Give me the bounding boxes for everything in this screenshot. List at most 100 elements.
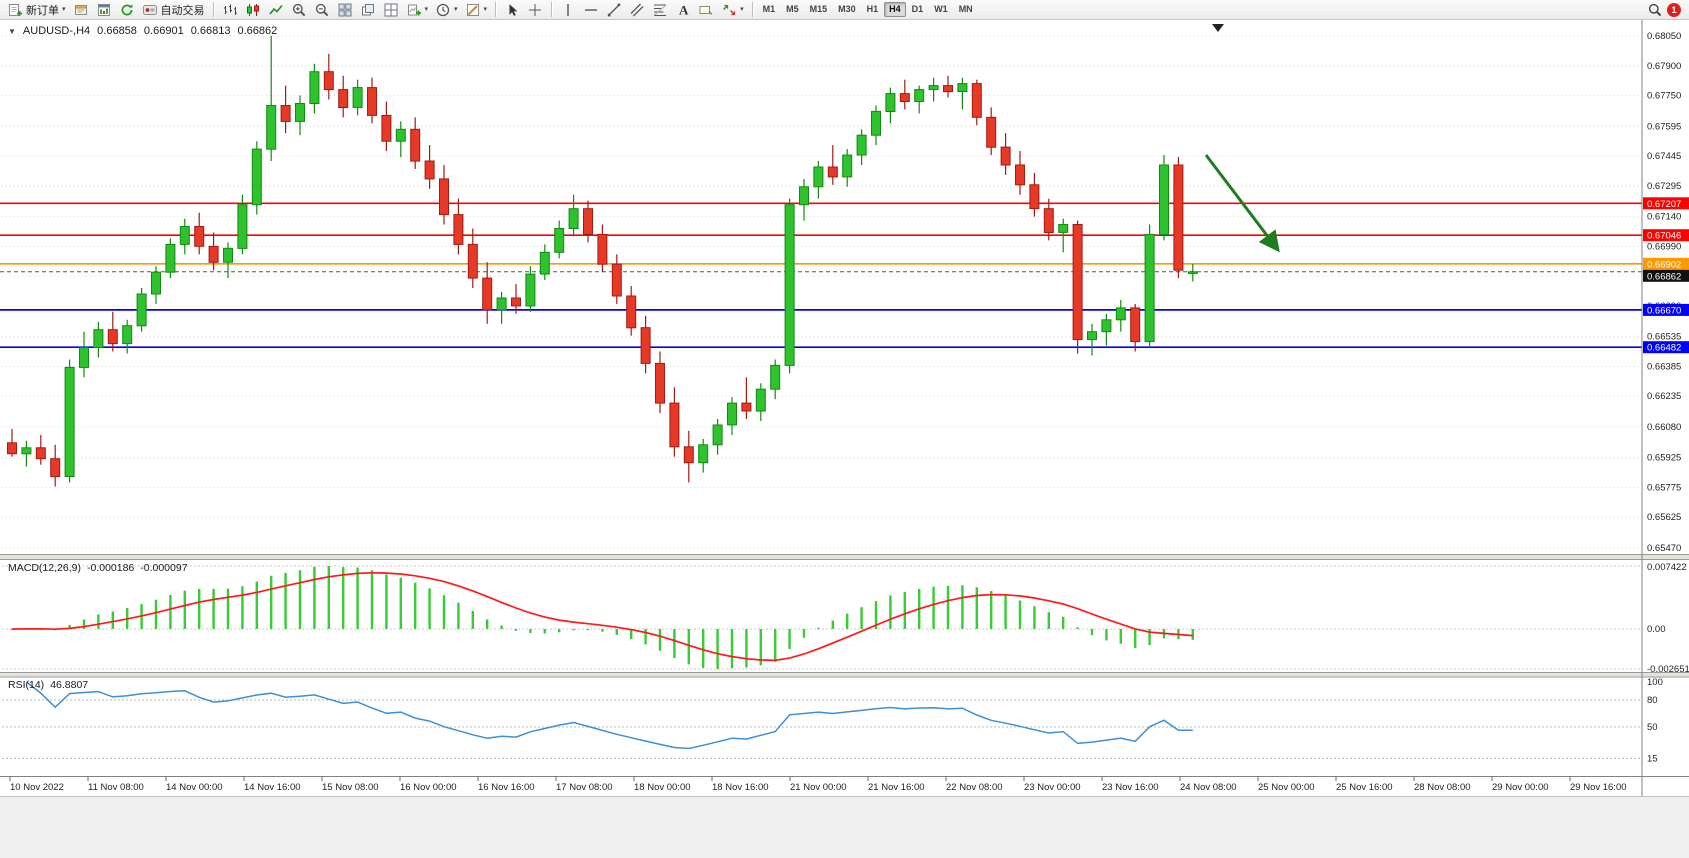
svg-text:0.00: 0.00 <box>1647 624 1666 635</box>
timeframe-w1-button[interactable]: W1 <box>929 2 953 17</box>
bar-chart-button[interactable] <box>219 1 241 19</box>
profiles-icon <box>74 4 87 15</box>
rsi-pane[interactable]: 100 80 50 15 <box>2 677 1663 765</box>
time-axis-label: 25 Nov 16:00 <box>1336 782 1393 793</box>
arrange-windows-button[interactable] <box>380 1 402 19</box>
arrows-button[interactable]: ▾ <box>718 1 747 19</box>
macd-pane[interactable]: 0.007422 0.00 -0.002651 <box>2 562 1689 675</box>
price-axis-label: 0.66990 <box>1647 241 1681 252</box>
zoom-in-icon <box>292 3 305 16</box>
horizontal-lines[interactable] <box>0 202 1642 349</box>
macd-axis: 0.007422 0.00 -0.002651 <box>1647 562 1689 675</box>
price-label-boxes: 0.67207 0.67046 0.66902 0.66670 0.66482 0.668… <box>1643 197 1689 354</box>
horizontal-line-icon <box>585 8 598 11</box>
svg-text:0.007422: 0.007422 <box>1647 562 1687 573</box>
chevron-down-icon: ▾ <box>424 6 429 13</box>
time-axis-label: 14 Nov 00:00 <box>166 782 223 793</box>
pane-separator[interactable] <box>0 554 1689 560</box>
time-axis[interactable]: 10 Nov 2022 11 Nov 08:00 14 Nov 00:00 14 No… <box>9 776 1627 794</box>
bar-chart-icon <box>223 4 237 15</box>
periods-button[interactable]: ▾ <box>432 1 461 19</box>
text-button[interactable]: A <box>672 1 694 19</box>
new-chart-button[interactable]: ▾ <box>403 1 432 19</box>
rsi-line <box>25 681 1193 750</box>
zoom-out-button[interactable] <box>311 1 333 19</box>
svg-text:50: 50 <box>1647 722 1658 733</box>
time-axis-label: 18 Nov 00:00 <box>634 782 691 793</box>
timeframe-m15-button[interactable]: M15 <box>805 2 833 17</box>
timeframe-m5-button[interactable]: M5 <box>781 2 804 17</box>
fibonacci-button[interactable] <box>649 1 671 19</box>
arrange-windows-icon <box>384 3 398 16</box>
timeframe-mn-button[interactable]: MN <box>954 2 978 17</box>
line-chart-button[interactable] <box>265 1 287 19</box>
trendline-icon <box>607 3 621 16</box>
search-button[interactable] <box>1644 1 1666 19</box>
cascade-windows-button[interactable] <box>357 1 379 19</box>
svg-text:A: A <box>679 2 689 17</box>
chart-shift-marker[interactable] <box>1212 24 1224 32</box>
time-axis-label: 15 Nov 08:00 <box>322 782 379 793</box>
timeframe-d1-button[interactable]: D1 <box>907 2 929 17</box>
trend-arrow-annotation[interactable] <box>1204 154 1280 253</box>
crosshair-button[interactable] <box>524 1 546 19</box>
cursor-button[interactable] <box>501 1 523 19</box>
candlestick-chart-icon <box>246 3 259 16</box>
refresh-icon <box>121 3 132 15</box>
macd-signal-line <box>11 571 1193 662</box>
price-axis-label: 0.66385 <box>1647 361 1681 372</box>
trendline-button[interactable] <box>603 1 625 19</box>
time-axis-label: 18 Nov 16:00 <box>712 782 769 793</box>
chevron-down-icon: ▾ <box>62 6 66 13</box>
pane-separator[interactable] <box>0 672 1689 678</box>
auto-trading-icon <box>142 4 157 15</box>
down-right-arrow-icon <box>1204 154 1280 253</box>
candlestick-chart-button[interactable] <box>242 1 264 19</box>
time-axis-label: 11 Nov 08:00 <box>88 782 144 793</box>
time-axis-label: 22 Nov 08:00 <box>946 782 1003 793</box>
toolbar-separator <box>212 2 214 17</box>
price-axis-label: 0.67445 <box>1647 151 1681 162</box>
text-icon: A <box>679 2 689 17</box>
market-watch-button[interactable] <box>93 1 115 19</box>
time-axis-label: 29 Nov 16:00 <box>1570 782 1627 793</box>
price-axis-label: 0.67750 <box>1647 91 1681 102</box>
horizontal-line-button[interactable] <box>580 1 602 19</box>
time-axis-label: 24 Nov 08:00 <box>1180 782 1237 793</box>
new-chart-icon <box>407 4 421 15</box>
timeframe-h1-button[interactable]: H1 <box>862 2 884 17</box>
vertical-line-button[interactable] <box>557 1 579 19</box>
channel-button[interactable] <box>626 1 648 19</box>
timeframe-m30-button[interactable]: M30 <box>833 2 861 17</box>
time-axis-label: 17 Nov 08:00 <box>556 782 613 793</box>
new-order-button[interactable]: 新订单 ▾ <box>4 1 69 19</box>
timeframe-h4-button[interactable]: H4 <box>884 2 906 17</box>
svg-text:100: 100 <box>1647 677 1663 688</box>
level-price-label: 0.66670 <box>1647 305 1681 316</box>
chevron-down-icon: ▾ <box>740 6 744 13</box>
notification-badge[interactable]: 1 <box>1667 2 1681 17</box>
price-axis-label: 0.65925 <box>1647 453 1681 464</box>
level-price-label: 0.67046 <box>1647 231 1681 242</box>
price-grid <box>2 35 1642 549</box>
time-axis-label: 16 Nov 16:00 <box>478 782 535 793</box>
tile-windows-icon <box>338 3 352 16</box>
tile-windows-button[interactable] <box>334 1 356 19</box>
candlesticks[interactable] <box>7 36 1198 487</box>
auto-trading-button[interactable]: 自动交易 <box>139 1 208 19</box>
profiles-button[interactable] <box>70 1 92 19</box>
equidistant-channel-icon <box>630 3 644 16</box>
refresh-button[interactable] <box>116 1 138 19</box>
timeframe-m1-button[interactable]: M1 <box>758 2 781 17</box>
arrows-icon <box>723 4 736 15</box>
toolbar-separator <box>495 2 497 17</box>
price-axis-label: 0.66235 <box>1647 391 1681 402</box>
text-label-button[interactable] <box>695 1 717 19</box>
zoom-in-button[interactable] <box>288 1 310 19</box>
templates-button[interactable]: ▾ <box>462 1 491 19</box>
current-price-label: 0.66862 <box>1647 271 1681 282</box>
market-watch-icon <box>97 3 110 16</box>
price-axis-label: 0.65775 <box>1647 483 1681 494</box>
price-axis-label: 0.65625 <box>1647 512 1681 523</box>
